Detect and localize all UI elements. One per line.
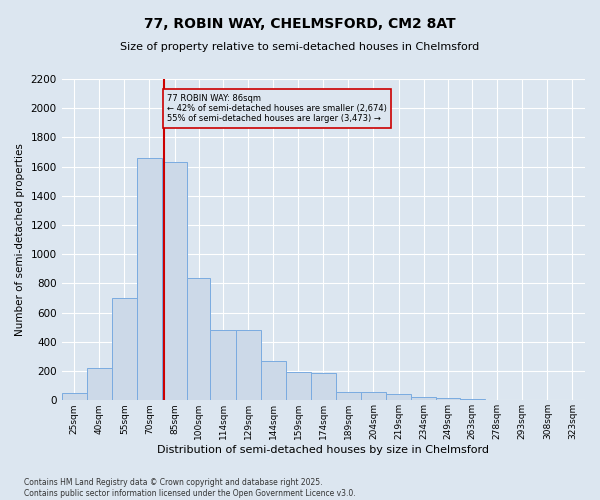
- Bar: [436, 398, 460, 400]
- Bar: [411, 398, 436, 400]
- Bar: [286, 372, 311, 400]
- Bar: [211, 330, 236, 400]
- Bar: [162, 162, 187, 400]
- Bar: [336, 392, 361, 400]
- Bar: [361, 392, 386, 400]
- X-axis label: Distribution of semi-detached houses by size in Chelmsford: Distribution of semi-detached houses by …: [157, 445, 490, 455]
- Bar: [137, 158, 162, 400]
- Text: 77, ROBIN WAY, CHELMSFORD, CM2 8AT: 77, ROBIN WAY, CHELMSFORD, CM2 8AT: [144, 18, 456, 32]
- Text: Contains HM Land Registry data © Crown copyright and database right 2025.
Contai: Contains HM Land Registry data © Crown c…: [24, 478, 356, 498]
- Bar: [62, 393, 87, 400]
- Bar: [187, 278, 211, 400]
- Bar: [386, 394, 411, 400]
- Text: 77 ROBIN WAY: 86sqm
← 42% of semi-detached houses are smaller (2,674)
55% of sem: 77 ROBIN WAY: 86sqm ← 42% of semi-detach…: [167, 94, 387, 124]
- Y-axis label: Number of semi-detached properties: Number of semi-detached properties: [15, 143, 25, 336]
- Bar: [460, 399, 485, 400]
- Bar: [260, 361, 286, 401]
- Bar: [311, 374, 336, 400]
- Bar: [112, 298, 137, 400]
- Text: Size of property relative to semi-detached houses in Chelmsford: Size of property relative to semi-detach…: [121, 42, 479, 52]
- Bar: [87, 368, 112, 400]
- Bar: [236, 330, 260, 400]
